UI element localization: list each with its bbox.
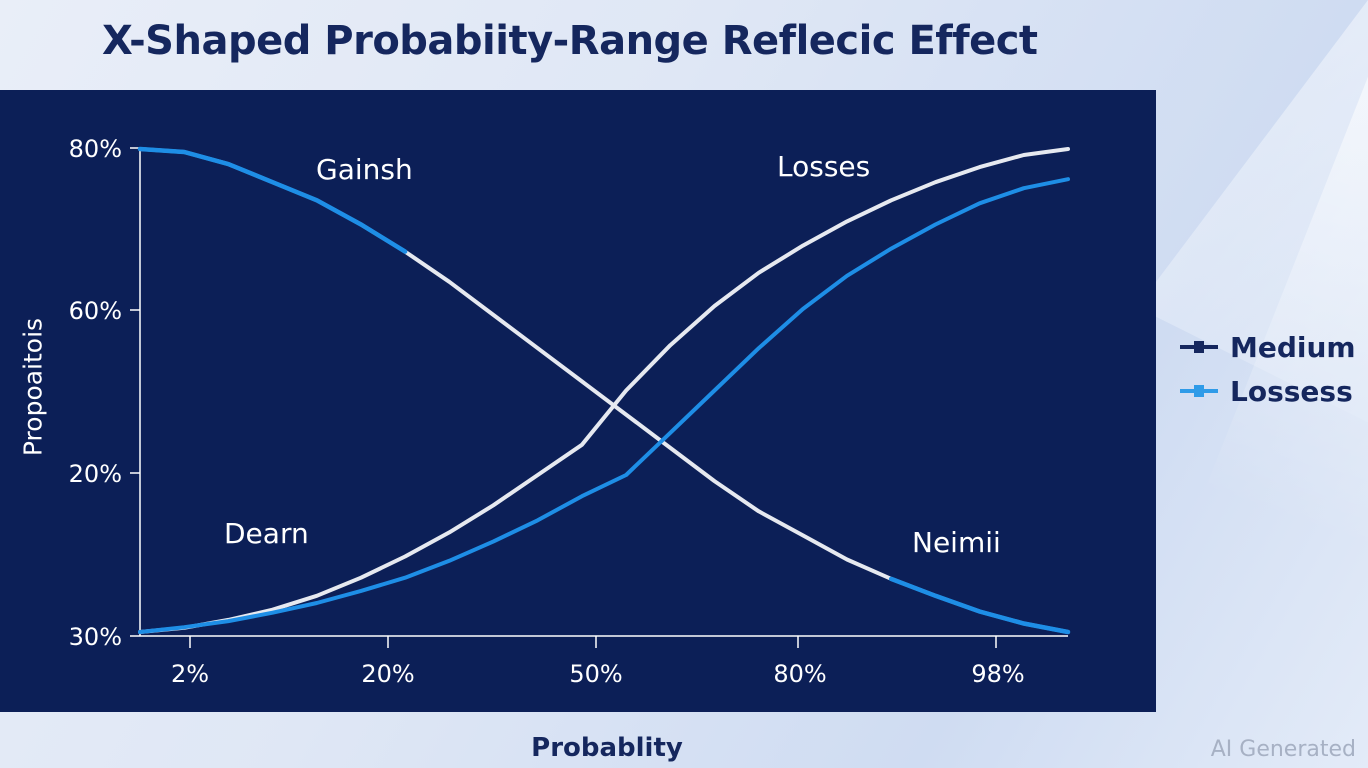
y-tick-label-1: 30% <box>69 623 122 651</box>
x-tick-label-3: 50% <box>569 660 622 688</box>
annotation-losses: Losses <box>777 150 870 183</box>
series-line-3 <box>138 177 1070 634</box>
series-line-1-accent-1 <box>137 146 408 254</box>
legend-swatch-medium <box>1180 341 1218 353</box>
legend-item-lossess: Lossess <box>1180 369 1356 413</box>
ai-generated-watermark: AI Generated <box>1210 737 1356 762</box>
x-tick-label-1: 2% <box>171 660 209 688</box>
legend-label-lossess: Lossess <box>1230 374 1353 408</box>
annotation-dearn: Dearn <box>224 517 309 550</box>
x-axis: 2% 20% 50% 80% 98% <box>140 635 1068 688</box>
y-axis-label: Propoaitois <box>18 317 48 457</box>
y-axis: 30% 20% 60% 80% <box>69 135 141 651</box>
chart-title: X-Shaped Probabiity-Range Reflecic Effec… <box>102 18 1038 64</box>
legend-marker-medium <box>1194 341 1204 353</box>
x-tick-label-4: 80% <box>773 660 826 688</box>
x-tick-label-5: 98% <box>971 660 1024 688</box>
series-line-1-accent-2 <box>888 576 1071 635</box>
x-tick-label-2: 20% <box>361 660 414 688</box>
legend-swatch-lossess <box>1180 385 1218 397</box>
series-layer <box>137 146 1071 635</box>
x-axis-label: Probablity <box>531 733 683 763</box>
legend-label-medium: Medium <box>1230 330 1356 364</box>
annotation-gainsh: Gainsh <box>316 153 413 186</box>
series-line-1 <box>138 147 1070 634</box>
y-tick-label-3: 60% <box>69 297 122 325</box>
legend-marker-lossess <box>1194 385 1204 397</box>
plot-panel <box>0 90 1156 712</box>
legend: Medium Lossess <box>1180 325 1356 413</box>
annotation-neimii: Neimii <box>912 526 1001 559</box>
y-tick-label-2: 20% <box>69 460 122 488</box>
y-tick-label-4: 80% <box>69 135 122 163</box>
series-line-2 <box>138 147 1070 634</box>
legend-item-medium: Medium <box>1180 325 1356 369</box>
annotations: Gainsh Losses Dearn Neimii <box>224 150 1001 559</box>
